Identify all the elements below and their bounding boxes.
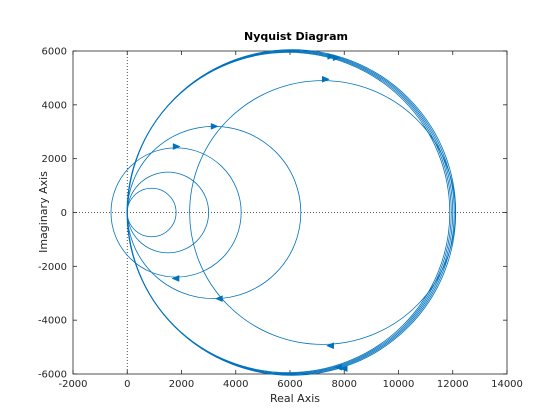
- y-tick-label: 4000: [42, 100, 67, 111]
- direction-arrow: [172, 143, 181, 150]
- direction-arrow: [339, 365, 348, 372]
- x-tick-label: 12000: [437, 379, 469, 390]
- x-tick-label: 14000: [491, 379, 523, 390]
- direction-arrow: [210, 122, 219, 130]
- y-ticks: -6000 -4000 -2000 0 2000 4000 6000: [38, 47, 507, 381]
- x-tick-label: 10000: [383, 379, 415, 390]
- plot-area: [72, 50, 508, 375]
- y-tick-label: -6000: [38, 370, 67, 381]
- arrow-group: [171, 53, 348, 372]
- x-tick-label: 2000: [169, 379, 194, 390]
- y-tick-label: 0: [61, 208, 67, 219]
- y-axis-label: Imaginary Axis: [37, 171, 50, 253]
- x-tick-label: -2000: [58, 379, 87, 390]
- x-tick-label: 4000: [223, 379, 248, 390]
- x-tick-label: 8000: [332, 379, 357, 390]
- direction-arrow: [171, 275, 180, 282]
- y-tick-label: -2000: [38, 262, 67, 273]
- x-tick-label: 0: [124, 379, 130, 390]
- y-tick-label: 2000: [42, 154, 67, 165]
- direction-arrow: [326, 342, 334, 350]
- direction-arrow: [327, 53, 336, 60]
- x-tick-label: 6000: [277, 379, 302, 390]
- nyquist-curve-6: [126, 187, 177, 238]
- direction-arrow: [332, 54, 341, 62]
- direction-arrow: [214, 295, 223, 303]
- x-axis-label: Real Axis: [270, 392, 320, 405]
- y-tick-label: 6000: [42, 47, 67, 58]
- chart-title: Nyquist Diagram: [244, 30, 348, 43]
- direction-arrow: [322, 75, 330, 83]
- series-group: [110, 49, 457, 376]
- y-tick-label: -4000: [38, 316, 67, 327]
- x-ticks: -2000 0 2000 4000 6000 8000 10000 12000 14000: [58, 51, 523, 390]
